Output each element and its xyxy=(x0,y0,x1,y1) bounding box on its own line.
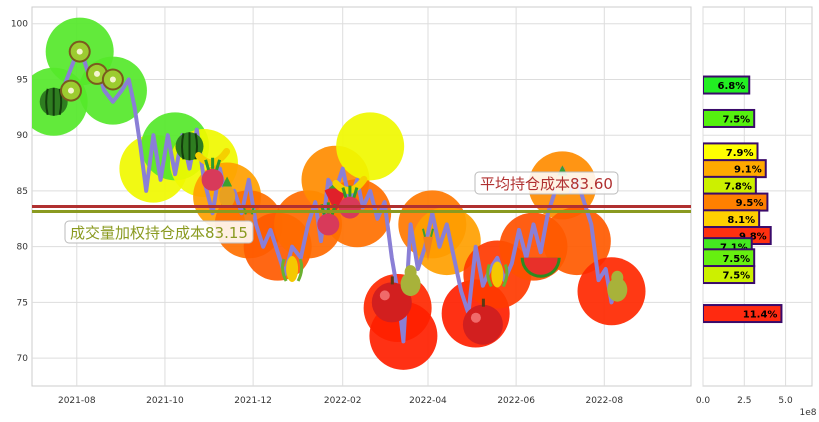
y-tick-label: 70 xyxy=(17,354,29,364)
ref-label-box xyxy=(474,171,619,195)
dist-bar-label: 8.1% xyxy=(727,215,755,226)
kiwi-core xyxy=(76,48,83,55)
ref-label-box xyxy=(64,220,254,244)
corn-cob xyxy=(286,256,299,282)
slice-flesh xyxy=(523,257,558,275)
x-tick-label: 2021-08 xyxy=(58,396,96,406)
dist-bar xyxy=(703,75,751,95)
kiwi-core xyxy=(109,76,116,83)
x-tick-label: 2022-02 xyxy=(324,396,362,406)
kiwi-icon xyxy=(68,40,91,63)
pear-body xyxy=(607,277,628,302)
y-tick-label: 100 xyxy=(11,20,28,30)
apple-icon xyxy=(371,276,412,323)
fruit-markers xyxy=(39,40,628,345)
carrot-leaves xyxy=(422,228,434,237)
dist-bar xyxy=(703,265,756,285)
kiwi-icon xyxy=(101,68,124,91)
side-x-tick-label: 0.0 xyxy=(696,396,711,406)
dist-bar-label: 7.5% xyxy=(722,254,750,265)
ref-label: 平均持仓成本83.60 xyxy=(480,175,613,193)
pear-icon xyxy=(607,270,628,302)
dist-bar-label: 7.5% xyxy=(722,114,750,125)
dist-bar xyxy=(703,108,756,128)
kiwi-core xyxy=(68,87,74,94)
dist-bar xyxy=(703,304,783,324)
radish-body xyxy=(317,213,340,236)
dist-bar-label: 7.1% xyxy=(720,243,748,254)
apple-body xyxy=(462,304,503,345)
dist-bar-label: 9.8% xyxy=(739,232,767,243)
corn-husk xyxy=(486,263,509,288)
pineapple-crown xyxy=(222,176,233,187)
pineapple-body xyxy=(219,185,236,208)
corn-icon xyxy=(281,256,304,282)
radish-icon xyxy=(201,157,224,191)
bubble xyxy=(336,112,405,181)
x-tick-label: 2022-04 xyxy=(409,396,447,406)
y-tick-label: 90 xyxy=(17,131,29,141)
carrot-icon xyxy=(422,228,434,261)
y-tick-label: 75 xyxy=(17,298,28,308)
pear-icon xyxy=(400,265,421,297)
corn-husk xyxy=(281,258,304,282)
apple-shine xyxy=(470,312,481,323)
y-tick-label: 80 xyxy=(17,243,29,253)
x-tick-label: 2022-06 xyxy=(497,396,535,406)
carrot-body xyxy=(423,236,433,261)
dist-bar-label: 9.1% xyxy=(734,165,762,176)
dist-bar-label: 6.8% xyxy=(718,81,746,92)
pear-top xyxy=(404,265,417,280)
radish-body xyxy=(201,168,224,191)
kiwi-icon xyxy=(60,79,82,102)
apple-icon xyxy=(462,298,503,345)
radish-leaves xyxy=(341,185,359,199)
apple-stem xyxy=(390,276,394,285)
apple-shine xyxy=(379,290,390,301)
side-scale-label: 1e8 xyxy=(800,408,817,418)
watermelon-slice-icon xyxy=(520,257,561,278)
kiwi-core xyxy=(94,70,100,77)
y-tick-label: 95 xyxy=(17,75,28,85)
pineapple-icon xyxy=(219,176,236,208)
pear-body xyxy=(400,272,421,297)
apple-stem xyxy=(481,298,485,307)
dist-bar-label: 9.5% xyxy=(736,198,764,209)
distribution-bars: 6.8%7.5%7.9%9.1%7.8%9.5%8.1%9.8%7.1%7.5%… xyxy=(703,75,783,324)
axis-labels: 70 75 80 85 90 95 100 2021-08 2021-10 2021-12 2022… xyxy=(11,20,817,418)
dist-bar-label: 7.9% xyxy=(726,148,754,159)
radish-leaves xyxy=(204,157,222,171)
watermelon-icon xyxy=(39,87,68,116)
pear-top xyxy=(611,270,624,285)
side-x-tick-label: 5.0 xyxy=(778,396,793,406)
x-tick-label: 2021-10 xyxy=(146,396,184,406)
ref-label: 成交量加权持仓成本83.15 xyxy=(70,224,248,242)
corn-cob xyxy=(491,261,504,288)
side-x-tick-label: 2.5 xyxy=(737,396,751,406)
reference-lines: 平均持仓成本83.60 成交量加权持仓成本83.15 xyxy=(32,171,691,244)
x-tick-label: 2021-12 xyxy=(234,396,272,406)
dist-bar-label: 7.8% xyxy=(724,181,752,192)
corn-icon xyxy=(486,261,509,288)
dist-bar-label: 11.4% xyxy=(743,310,778,321)
x-tick-label: 2022-08 xyxy=(585,396,623,406)
y-tick-label: 85 xyxy=(17,187,28,197)
strawberry-body xyxy=(324,187,347,213)
dist-bar-label: 7.5% xyxy=(722,271,750,282)
